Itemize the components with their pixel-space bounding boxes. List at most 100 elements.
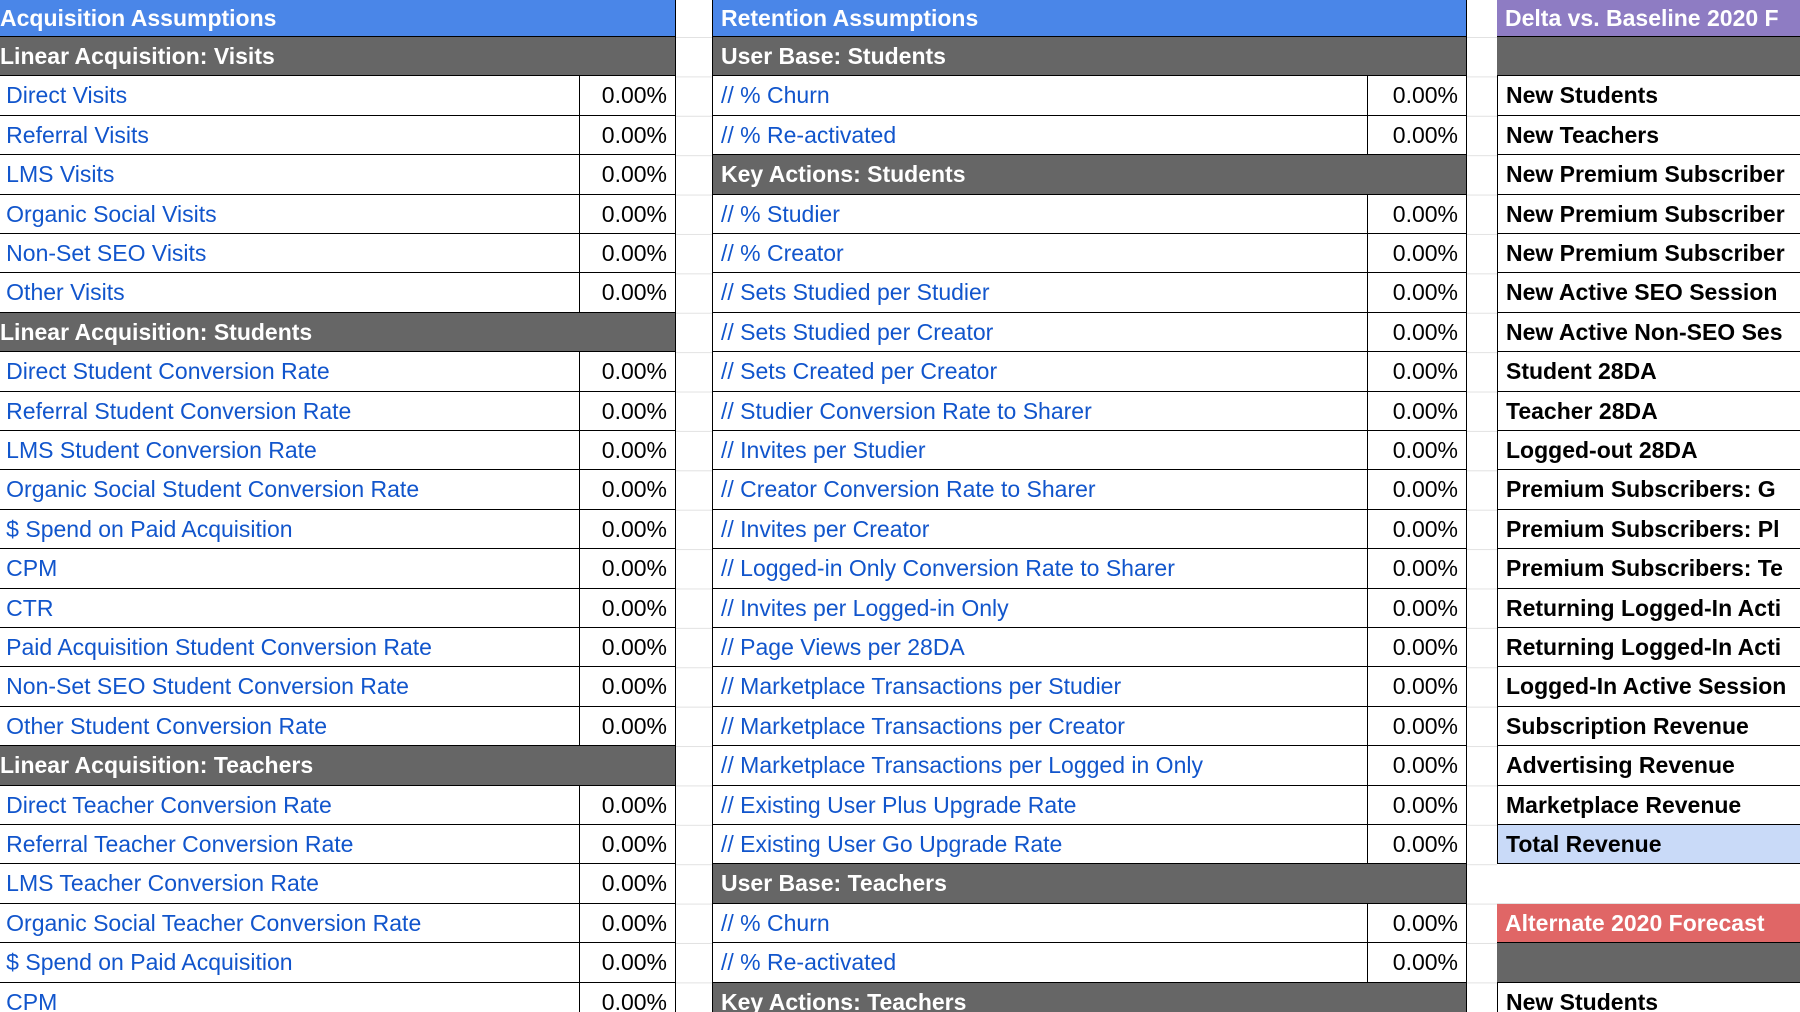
- assumption-value: 0.00%: [1368, 470, 1466, 510]
- assumption-value: 0.00%: [580, 76, 675, 116]
- metric-label: Logged-out 28DA: [1497, 431, 1800, 471]
- section-row: [1497, 37, 1800, 77]
- assumption-label: // Logged-in Only Conversion Rate to Sha…: [713, 549, 1368, 589]
- metric-label: Returning Logged-In Acti: [1497, 628, 1800, 668]
- assumption-label: // % Creator: [713, 234, 1368, 274]
- assumption-label: // % Re-activated: [713, 943, 1368, 983]
- assumption-value: 0.00%: [580, 392, 675, 431]
- assumption-label: // % Studier: [713, 194, 1368, 234]
- assumption-value: 0.00%: [1368, 549, 1466, 589]
- assumption-value: 0.00%: [1368, 352, 1466, 392]
- assumption-value: 0.00%: [1368, 628, 1466, 668]
- total-label: Total Revenue: [1497, 825, 1800, 865]
- assumption-label: // Marketplace Transactions per Studier: [713, 667, 1368, 707]
- metric-label: New Premium Subscriber: [1497, 155, 1800, 195]
- section-row: Key Actions: Teachers: [713, 982, 1466, 1012]
- section-row: Key Actions: Students: [713, 155, 1466, 195]
- assumption-value: 0.00%: [1368, 707, 1466, 747]
- assumption-label: // % Churn: [713, 903, 1368, 944]
- assumption-value: 0.00%: [1368, 589, 1466, 628]
- assumption-value: 0.00%: [580, 273, 675, 313]
- assumption-label: // Sets Studied per Studier: [713, 273, 1368, 313]
- metric-label: Premium Subscribers: Pl: [1497, 509, 1800, 550]
- assumption-label: // Referral Visits: [0, 115, 580, 156]
- assumption-value: 0.00%: [580, 628, 675, 668]
- metric-label: Premium Subscribers: G: [1497, 470, 1800, 510]
- metric-label: Subscription Revenue: [1497, 706, 1800, 747]
- metric-label: Logged-In Active Session: [1497, 667, 1800, 707]
- assumption-label: // Organic Social Student Conversion Rat…: [0, 470, 580, 510]
- assumption-value: 0.00%: [580, 983, 675, 1012]
- assumption-label: // CPM: [0, 549, 580, 589]
- metric-label: Advertising Revenue: [1497, 746, 1800, 786]
- assumption-value: 0.00%: [1368, 234, 1466, 274]
- delta-panel: Delta vs. Baseline 2020 F New Students New…: [1497, 0, 1800, 1012]
- assumption-label: // % Churn: [713, 76, 1368, 116]
- assumption-value: 0.00%: [580, 431, 675, 471]
- acquisition-panel: Acquisition Assumptions Linear Acquisitio…: [0, 0, 676, 1012]
- assumption-value: 0.00%: [580, 904, 675, 944]
- assumption-label: // CPM: [0, 982, 580, 1012]
- assumption-value: 0.00%: [580, 549, 675, 589]
- assumption-label: // Direct Teacher Conversion Rate: [0, 785, 580, 825]
- panel-title: Acquisition Assumptions: [0, 0, 675, 37]
- assumption-label: // Marketplace Transactions per Creator: [713, 706, 1368, 747]
- assumption-label: // $ Spend on Paid Acquisition: [0, 509, 580, 550]
- assumption-value: 0.00%: [1368, 76, 1466, 116]
- panel-title: Delta vs. Baseline 2020 F: [1497, 0, 1800, 37]
- assumption-label: // Studier Conversion Rate to Sharer: [713, 391, 1368, 431]
- assumption-value: 0.00%: [1368, 825, 1466, 865]
- assumption-value: 0.00%: [1368, 116, 1466, 156]
- panel-title: Retention Assumptions: [713, 0, 1466, 37]
- assumption-value: 0.00%: [580, 667, 675, 707]
- metric-label: New Active SEO Session: [1497, 273, 1800, 313]
- section-row: Linear Acquisition: Visits: [0, 37, 675, 77]
- assumption-value: 0.00%: [1368, 904, 1466, 944]
- assumption-value: 0.00%: [580, 589, 675, 628]
- assumption-label: // Invites per Creator: [713, 509, 1368, 550]
- assumption-value: 0.00%: [1368, 431, 1466, 471]
- assumption-label: // Paid Acquisition Student Conversion R…: [0, 628, 580, 668]
- assumption-value: 0.00%: [580, 116, 675, 156]
- assumption-value: 0.00%: [580, 234, 675, 274]
- assumption-value: 0.00%: [580, 510, 675, 550]
- section-row: User Base: Students: [713, 37, 1466, 77]
- assumption-label: // CTR: [0, 588, 580, 628]
- assumption-value: 0.00%: [580, 825, 675, 865]
- metric-label: New Students: [1497, 982, 1800, 1012]
- assumption-label: // Creator Conversion Rate to Sharer: [713, 470, 1368, 510]
- metric-label: New Active Non-SEO Ses: [1497, 312, 1800, 353]
- assumption-value: 0.00%: [1368, 273, 1466, 313]
- assumption-label: // LMS Student Conversion Rate: [0, 431, 580, 471]
- metric-label: New Premium Subscriber: [1497, 194, 1800, 234]
- assumption-label: // LMS Visits: [0, 155, 580, 195]
- assumption-label: // Existing User Plus Upgrade Rate: [713, 785, 1368, 825]
- section-row: User Base: Teachers: [713, 864, 1466, 904]
- retention-panel: Retention Assumptions User Base: Students…: [712, 0, 1467, 1012]
- assumption-value: 0.00%: [580, 786, 675, 825]
- assumption-label: // Referral Teacher Conversion Rate: [0, 825, 580, 865]
- metric-label: New Students: [1497, 76, 1800, 116]
- metric-label: New Teachers: [1497, 115, 1800, 156]
- assumption-value: 0.00%: [580, 864, 675, 904]
- assumption-label: // Other Visits: [0, 273, 580, 313]
- metric-label: Teacher 28DA: [1497, 391, 1800, 431]
- metric-label: Student 28DA: [1497, 352, 1800, 392]
- assumption-value: 0.00%: [1368, 195, 1466, 234]
- assumption-value: 0.00%: [580, 195, 675, 234]
- assumption-value: 0.00%: [580, 155, 675, 195]
- assumption-label: // Organic Social Teacher Conversion Rat…: [0, 903, 580, 944]
- assumption-value: 0.00%: [580, 470, 675, 510]
- metric-label: Premium Subscribers: Te: [1497, 549, 1800, 589]
- assumption-label: // Referral Student Conversion Rate: [0, 391, 580, 431]
- assumption-value: 0.00%: [580, 943, 675, 983]
- assumption-label: // Other Student Conversion Rate: [0, 706, 580, 747]
- blank-row: [1497, 864, 1800, 904]
- assumption-value: 0.00%: [580, 707, 675, 747]
- assumption-value: 0.00%: [1368, 667, 1466, 707]
- assumption-label: // $ Spend on Paid Acquisition: [0, 943, 580, 983]
- metric-label: Marketplace Revenue: [1497, 785, 1800, 825]
- metric-label: Returning Logged-In Acti: [1497, 588, 1800, 628]
